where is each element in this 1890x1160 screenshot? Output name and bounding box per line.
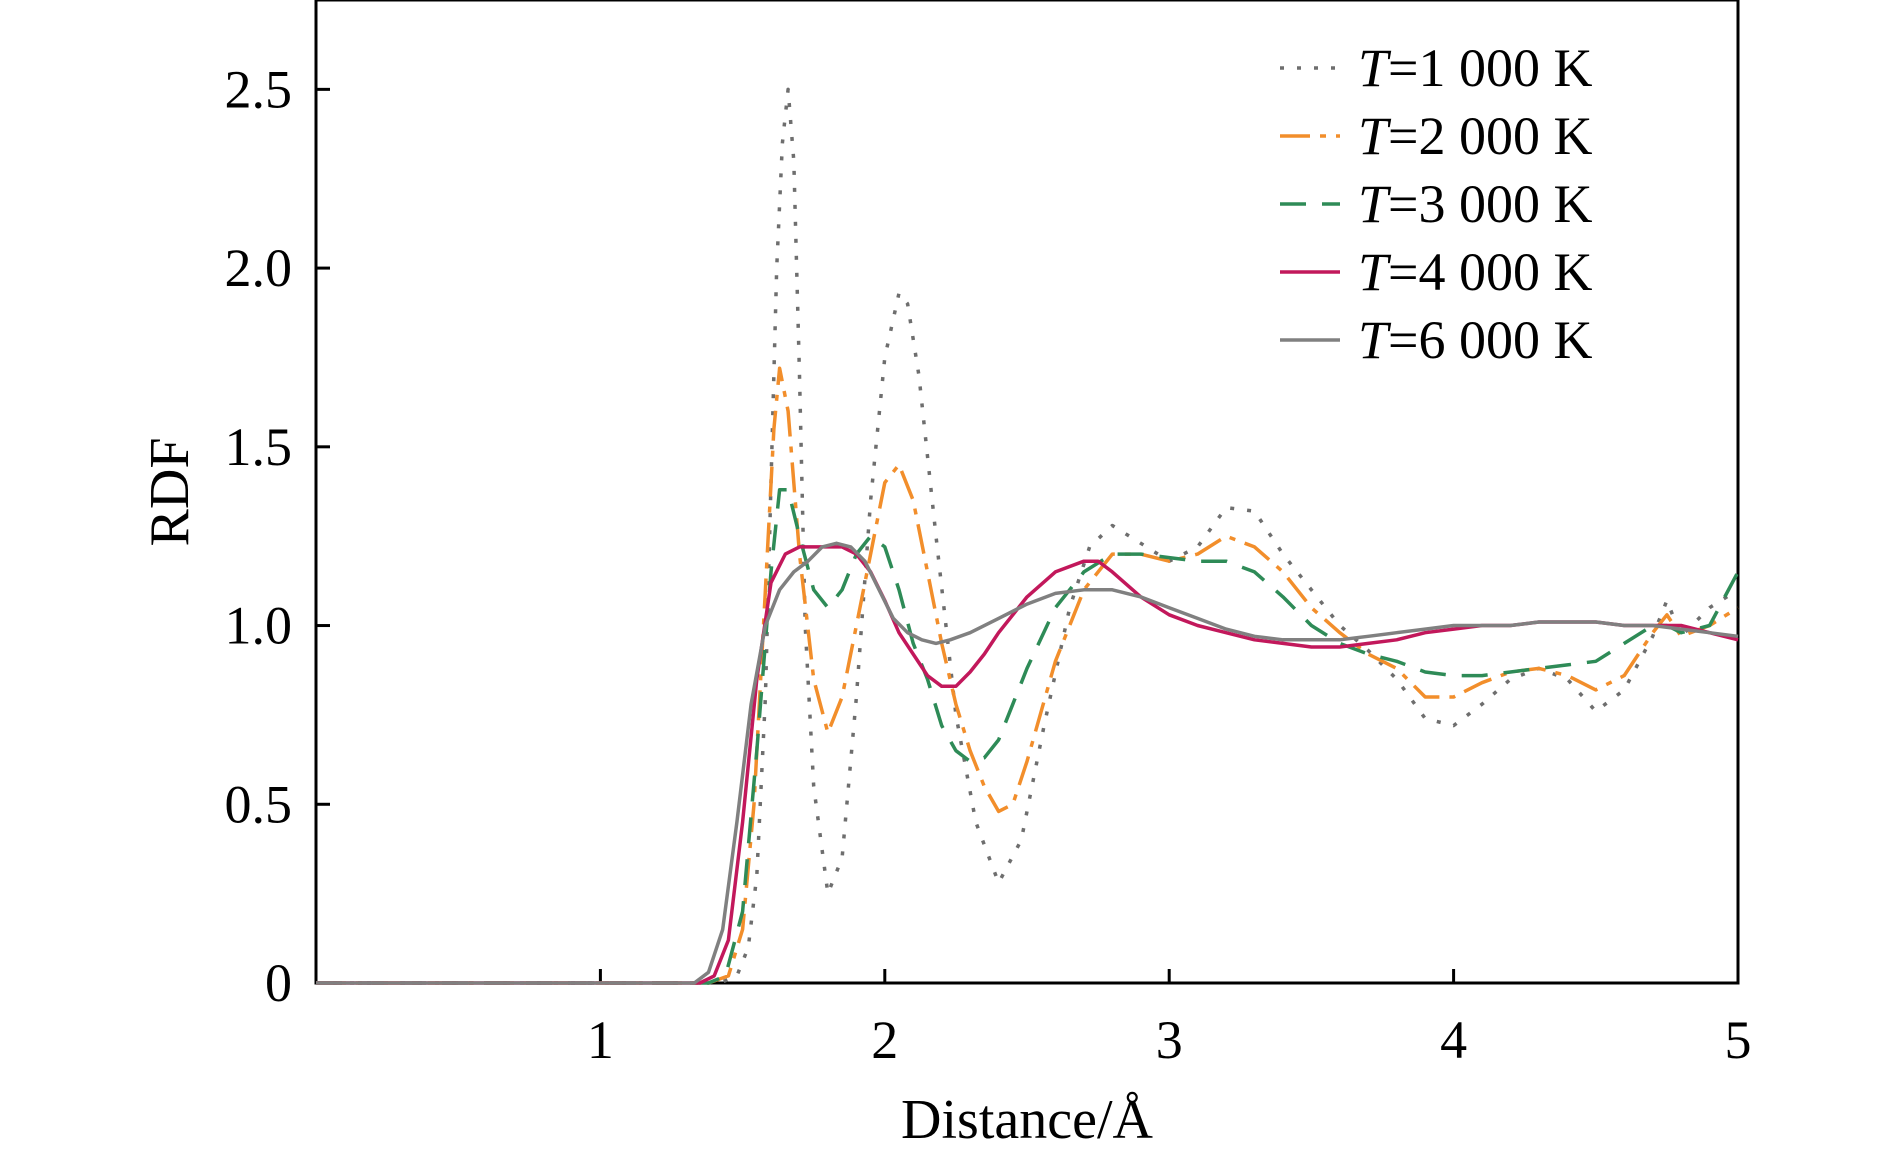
legend-label-1: T=1 000 K	[1358, 38, 1593, 98]
x-tick-label: 4	[1440, 1010, 1467, 1070]
legend-label-text: =2 000 K	[1388, 106, 1592, 166]
y-tick-label: 1.0	[225, 596, 293, 656]
legend-label-italic: T	[1358, 242, 1392, 302]
series-line-1	[316, 87, 1739, 985]
x-tick-label: 5	[1725, 1010, 1752, 1070]
x-tick-label: 2	[871, 1010, 898, 1070]
y-tick-label: 1.5	[225, 417, 293, 477]
legend-label-5: T=6 000 K	[1358, 310, 1593, 370]
legend-label-italic: T	[1358, 310, 1392, 370]
legend-label-3: T=3 000 K	[1358, 174, 1593, 234]
series-line-5	[316, 541, 1739, 985]
legend-label-4: T=4 000 K	[1358, 242, 1593, 302]
plot-frame	[314, 0, 1740, 985]
y-tick-label: 0	[265, 953, 292, 1013]
legend-label-text: =6 000 K	[1388, 310, 1592, 370]
legend: T=1 000 KT=2 000 KT=3 000 KT=4 000 KT=6 …	[1280, 38, 1593, 370]
x-axis-ticks: 1 2 3 4 5	[587, 969, 1752, 1070]
legend-label-text: =4 000 K	[1388, 242, 1592, 302]
legend-label-italic: T	[1358, 38, 1392, 98]
y-tick-label: 2.5	[225, 59, 293, 119]
y-tick-label: 0.5	[225, 774, 293, 834]
legend-label-italic: T	[1358, 106, 1392, 166]
x-tick-label: 3	[1156, 1010, 1183, 1070]
x-tick-label: 1	[587, 1010, 614, 1070]
legend-label-text: =1 000 K	[1388, 38, 1592, 98]
y-axis-label: RDF	[139, 438, 201, 547]
series-layer	[316, 87, 1740, 985]
legend-label-italic: T	[1358, 174, 1392, 234]
legend-label-text: =3 000 K	[1388, 174, 1592, 234]
series-line-3	[316, 487, 1740, 985]
legend-label-2: T=2 000 K	[1358, 106, 1593, 166]
y-tick-label: 2.0	[225, 238, 293, 298]
y-axis-ticks: 0 0.5 1.0 1.5 2.0 2.5	[225, 59, 330, 1013]
x-axis-label: Distance/Å	[901, 1089, 1153, 1151]
